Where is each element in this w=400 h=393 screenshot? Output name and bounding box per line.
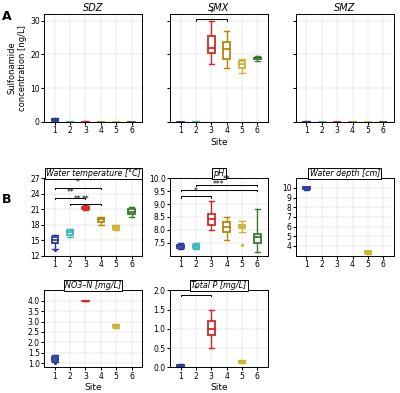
X-axis label: Site: Site	[210, 138, 228, 147]
Bar	[239, 225, 245, 228]
Bar	[113, 226, 120, 229]
Bar	[239, 61, 245, 68]
Title: pH: pH	[214, 169, 224, 178]
Text: *: *	[76, 178, 80, 187]
Bar	[128, 209, 135, 214]
Bar	[113, 325, 120, 327]
X-axis label: Site: Site	[210, 384, 228, 392]
Bar	[193, 245, 199, 248]
Bar	[365, 251, 371, 253]
Bar	[67, 230, 73, 235]
Title: SMZ: SMZ	[334, 3, 356, 13]
Bar	[254, 234, 261, 242]
Bar	[52, 357, 58, 361]
Text: **: **	[223, 175, 230, 184]
Title: Water depth [cm]: Water depth [cm]	[310, 169, 380, 178]
Title: Total P [mg/L]: Total P [mg/L]	[191, 281, 247, 290]
Bar	[177, 245, 184, 248]
Bar	[224, 42, 230, 59]
Title: NO3–N [mg/L]: NO3–N [mg/L]	[65, 281, 121, 290]
Bar	[224, 222, 230, 232]
Bar	[303, 187, 310, 189]
Text: *: *	[209, 9, 213, 18]
Bar	[239, 361, 245, 362]
Text: **: **	[74, 195, 82, 204]
Bar	[52, 119, 58, 121]
Text: *: *	[194, 187, 198, 196]
Text: **: **	[82, 195, 89, 204]
Text: B: B	[2, 193, 12, 206]
Bar	[177, 365, 184, 366]
Title: Water temperature [°C]: Water temperature [°C]	[46, 169, 140, 178]
Bar	[208, 214, 214, 225]
Title: SDZ: SDZ	[83, 3, 103, 13]
X-axis label: Site: Site	[84, 384, 102, 392]
Bar	[208, 36, 214, 53]
Text: **: **	[66, 189, 74, 197]
Bar	[254, 58, 261, 59]
Bar	[98, 219, 104, 222]
Text: *: *	[194, 285, 198, 294]
Text: A: A	[2, 10, 12, 23]
Text: ***: ***	[213, 180, 225, 189]
Title: SMX: SMX	[208, 3, 230, 13]
Y-axis label: Sulfonamide
concentration [ng/L]: Sulfonamide concentration [ng/L]	[8, 25, 27, 111]
Bar	[82, 207, 89, 209]
Bar	[208, 321, 214, 335]
Bar	[52, 237, 58, 242]
